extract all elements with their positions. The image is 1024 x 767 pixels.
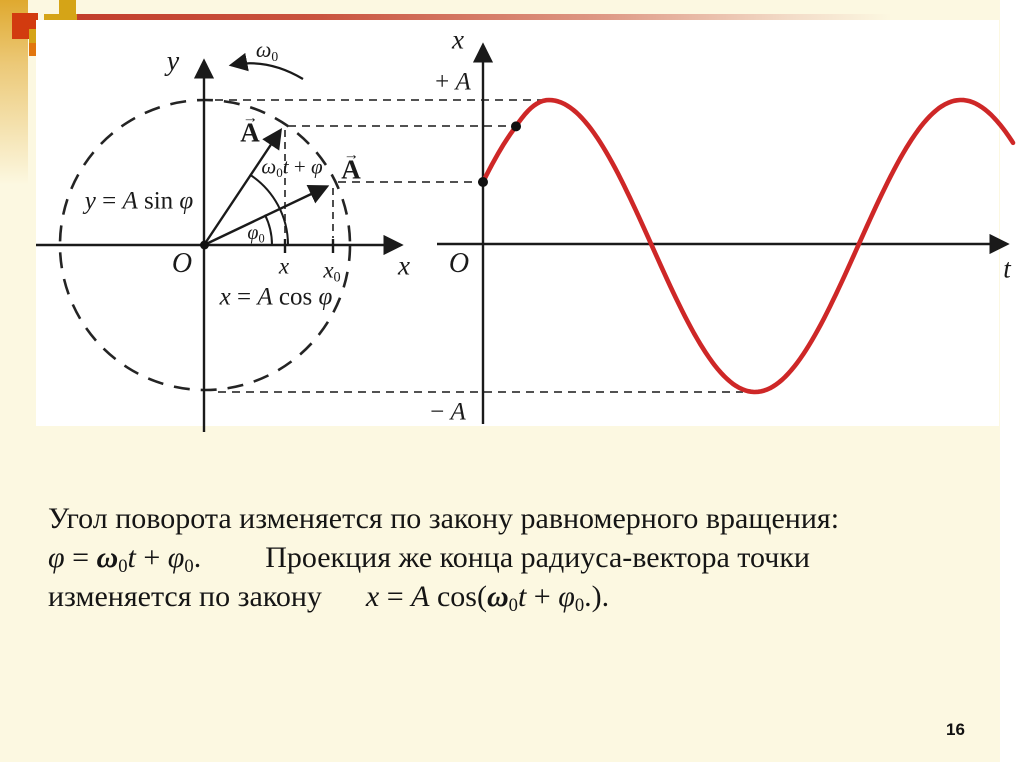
gold-square-decoration	[59, 0, 76, 14]
caption-line2-text: Проекция же конца радиуса-вектора точки	[265, 541, 810, 574]
omega-rotation-label: ω0	[255, 37, 279, 64]
bottom-edge-strip	[0, 762, 1024, 767]
caption-line3: изменяется по закону x = A cos(ω0t + φ0.)…	[48, 577, 983, 616]
gold-bar-segment-decoration	[44, 14, 77, 21]
cos-equation-label: x = A cos φ	[219, 283, 333, 311]
vector1-label: → A	[240, 110, 260, 148]
right-origin-label: O	[448, 248, 470, 279]
mini-orange-decoration	[29, 43, 38, 56]
red-bar-decoration	[77, 14, 892, 21]
mini-gold-decoration	[29, 29, 38, 43]
initial-angle-label: φ0	[247, 222, 265, 246]
x-tick-label: x	[278, 253, 290, 279]
vector2-letter: A	[341, 154, 361, 185]
left-origin-label: O	[171, 248, 193, 279]
page-number: 16	[946, 720, 965, 739]
x0-tick-label: x0	[323, 257, 341, 286]
vector1-arrow-icon: →	[242, 109, 259, 127]
figure-canvas	[36, 20, 999, 426]
caption-line2: φ = ω0t + φ0. Проекция же конца радиуса-в…	[48, 538, 983, 577]
full-angle-label: ω0t + φ	[261, 154, 323, 181]
phi-law-formula: φ = ω0t + φ0.	[48, 541, 202, 578]
vector2-label: → A	[341, 147, 361, 185]
left-x-axis-label: x	[398, 250, 410, 281]
left-y-axis-label: y	[166, 46, 180, 77]
caption-text: Угол поворота изменяется по закону равно…	[48, 499, 983, 616]
vector2-arrow-icon: →	[343, 146, 360, 164]
vector1-letter: A	[240, 117, 260, 148]
t-axis-label: t	[1003, 253, 1011, 284]
caption-line1: Угол поворота изменяется по закону равно…	[48, 502, 840, 535]
plus-a-label: + A	[435, 68, 471, 96]
minus-a-label: − A	[430, 398, 466, 426]
caption-line3-text: изменяется по закону	[48, 580, 322, 613]
sin-equation-label: y = A sin φ	[84, 187, 194, 215]
right-x-axis-label: x	[452, 24, 464, 55]
x-law-formula: x = A cos(ω0t + φ0.).	[365, 580, 610, 617]
right-edge-strip	[1000, 0, 1024, 767]
